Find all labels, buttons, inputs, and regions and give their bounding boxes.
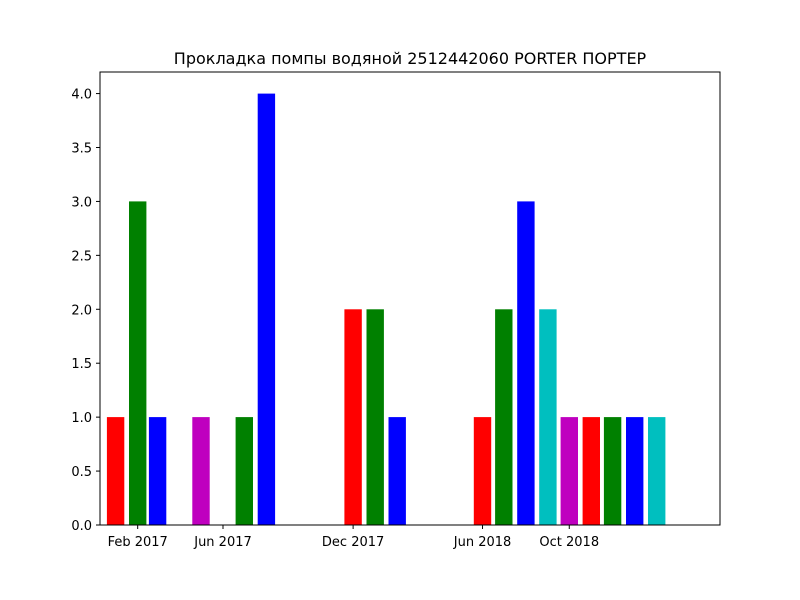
bar-5	[235, 417, 253, 525]
x-tick-label: Feb 2017	[108, 535, 168, 550]
bar-17	[626, 417, 644, 525]
y-tick-label: 1.5	[71, 357, 92, 372]
y-tick-label: 1.0	[71, 411, 92, 426]
x-tick-label: Oct 2018	[539, 535, 599, 550]
x-axis: Feb 2017 Jun 2017 Dec 2017 Jun 2018 Oct 2018	[108, 525, 599, 550]
x-tick-label: Jun 2017	[193, 535, 252, 550]
x-tick-label: Jun 2018	[453, 535, 512, 550]
bar-12	[517, 201, 535, 525]
y-tick-label: 2.5	[71, 249, 92, 264]
plot-frame	[99, 71, 721, 526]
chart-title: Прокладка помпы водяной 2512442060 PORTE…	[174, 49, 647, 68]
bar-6	[257, 93, 276, 525]
bar-14	[560, 417, 578, 525]
bar-15	[582, 417, 600, 525]
y-axis: 0.0 0.5 1.0 1.5 2.0 2.5 3.0 3.5 4.0	[71, 88, 100, 534]
x-tick-label: Dec 2017	[322, 535, 384, 550]
bar-13	[539, 309, 557, 525]
bars-layer	[106, 93, 666, 525]
bar-16	[603, 417, 622, 525]
bar-7	[344, 309, 362, 525]
y-tick-label: 3.5	[71, 142, 92, 157]
bar-10	[473, 417, 492, 525]
y-tick-label: 4.0	[71, 88, 92, 103]
bar-1	[106, 417, 125, 525]
y-tick-label: 0.0	[71, 519, 92, 534]
bar-8	[366, 309, 384, 525]
bar-9	[388, 417, 406, 525]
bar-11	[495, 309, 513, 525]
bar-4	[192, 417, 210, 525]
y-tick-label: 0.5	[71, 465, 92, 480]
bar-3	[148, 417, 167, 525]
y-tick-label: 3.0	[71, 195, 92, 210]
y-tick-label: 2.0	[71, 303, 92, 318]
bar-2	[129, 201, 147, 525]
bar-18	[648, 417, 666, 525]
